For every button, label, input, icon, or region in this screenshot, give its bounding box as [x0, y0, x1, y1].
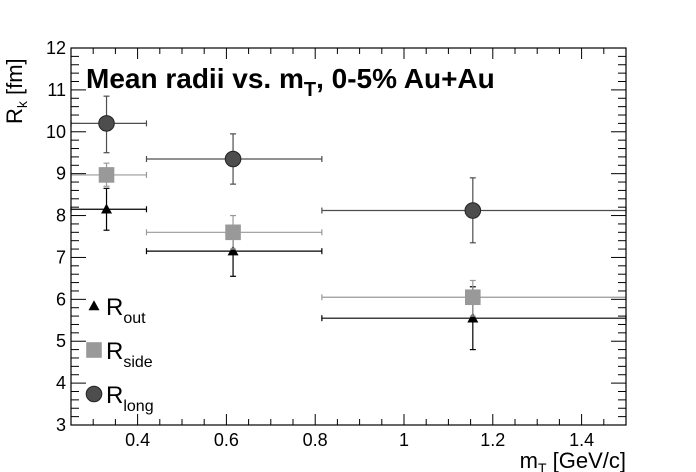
- legend-label-sub: out: [123, 310, 146, 327]
- point-out: [467, 312, 479, 323]
- chart-title-sub: T: [304, 79, 316, 101]
- y-axis-title-rest: [fm]: [2, 58, 27, 101]
- legend-label-main: R: [106, 382, 123, 409]
- legend-label-out: Rout: [106, 294, 146, 327]
- legend-label-main: R: [106, 338, 123, 365]
- x-tick-label: 0.4: [125, 430, 150, 450]
- y-tick-label: 11: [47, 80, 66, 100]
- point-side: [225, 224, 241, 241]
- legend-marker-out: [88, 300, 100, 311]
- x-tick-label: 1: [399, 430, 409, 450]
- legend-label-sub: long: [123, 398, 153, 415]
- legend-label-side: Rside: [106, 338, 153, 371]
- legend-label-long: Rlong: [106, 382, 154, 415]
- legend-label-main: R: [106, 294, 123, 321]
- point-long: [464, 202, 482, 219]
- chart-title-main: Mean radii vs. m: [86, 63, 304, 94]
- x-tick-label: 1.4: [569, 430, 594, 450]
- y-axis-title: Rk [fm]: [2, 58, 30, 124]
- x-tick-label: 1.2: [480, 430, 505, 450]
- legend-marker-side: [86, 342, 102, 358]
- tick-labels: 0.4 0.6 0.8 1 1.2 1.4 3 4 5 6 7 8 9 10 11 12: [46, 38, 594, 450]
- axis-ticks: [70, 47, 627, 426]
- x-axis-title-sub: T: [538, 460, 547, 472]
- legend-marker-long: [85, 385, 103, 403]
- y-tick-label: 12: [46, 38, 66, 58]
- x-axis-title-rest: [GeV/c]: [547, 448, 626, 472]
- point-long: [98, 115, 115, 132]
- y-tick-label: 6: [56, 289, 66, 309]
- x-axis-title-main: m: [520, 448, 538, 472]
- plot-frame: [70, 47, 627, 426]
- x-axis-title: mT [GeV/c]: [520, 448, 626, 472]
- y-tick-label: 7: [56, 247, 66, 267]
- y-axis-title-main: R: [2, 108, 27, 124]
- legend-label-sub: side: [123, 354, 152, 371]
- y-tick-label: 9: [56, 164, 66, 184]
- chart-title-rest: , 0-5% Au+Au: [316, 63, 495, 94]
- x-tick-label: 0.6: [214, 430, 239, 450]
- point-side: [465, 289, 481, 306]
- data-points: [70, 95, 627, 351]
- y-tick-label: 5: [56, 331, 66, 351]
- chart-title: Mean radii vs. mT, 0-5% Au+Au: [86, 63, 495, 101]
- y-tick-label: 3: [56, 415, 66, 435]
- y-tick-label: 4: [56, 373, 66, 393]
- x-tick-label: 0.8: [303, 430, 328, 450]
- point-side: [98, 167, 115, 183]
- point-out: [227, 245, 239, 256]
- y-tick-label: 10: [46, 122, 66, 142]
- y-tick-label: 8: [56, 206, 66, 226]
- y-axis-title-sub: k: [14, 100, 30, 108]
- point-long: [224, 150, 242, 168]
- point-out: [101, 203, 113, 214]
